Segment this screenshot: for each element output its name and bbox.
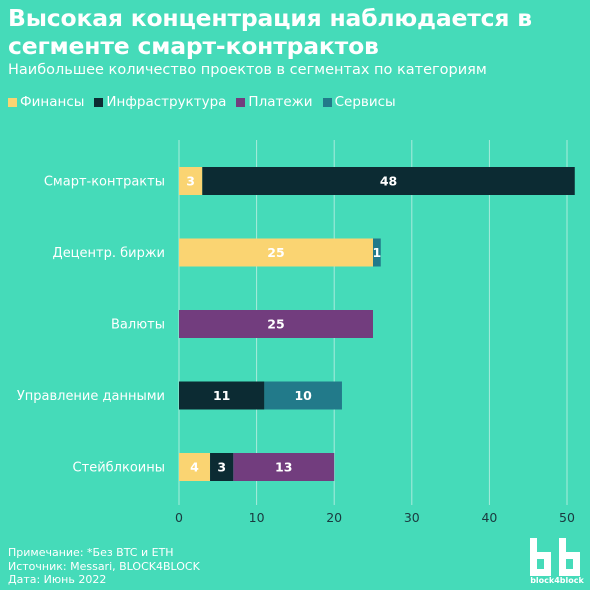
bar-segment	[179, 453, 211, 481]
x-tick-label: 40	[481, 510, 497, 525]
footer: Примечание: *Без BTC и ETH Источник: Mes…	[8, 546, 200, 587]
bar-segment	[210, 453, 234, 481]
legend-label-services: Сервисы	[334, 94, 396, 110]
legend-swatch-infrastructure	[94, 97, 104, 107]
category-label: Управление данными	[17, 389, 165, 404]
bar-segment	[373, 238, 381, 267]
legend-swatch-payments	[236, 97, 246, 107]
category-label: Валюты	[111, 318, 165, 333]
bar-value-label: 48	[380, 174, 397, 189]
bar-value-label: 11	[213, 388, 230, 403]
category-label: Стейблкоины	[73, 461, 165, 476]
x-tick-label: 30	[404, 510, 420, 525]
bar-segment	[179, 167, 203, 195]
bar-value-label: 3	[186, 174, 195, 189]
legend-swatch-finance	[8, 97, 17, 107]
bar-chart: 0 10 20 30 40 50 Смарт-контракты 3 48 Децентр. би…	[17, 140, 575, 525]
x-tick-label: 50	[559, 510, 575, 525]
legend-label-payments: Платежи	[248, 94, 313, 110]
category-label: Смарт-контракты	[44, 175, 165, 190]
bar-segment	[233, 453, 335, 481]
bar-value-label: 25	[267, 317, 284, 332]
x-tick-label: 0	[175, 510, 183, 525]
legend-item-payments: Платежи	[236, 94, 313, 110]
legend-item-finance: Финансы	[8, 94, 84, 110]
bar-segment	[179, 238, 373, 267]
bar-value-label: 1	[373, 245, 382, 260]
bar-value-label: 4	[190, 460, 199, 475]
legend-label-finance: Финансы	[20, 94, 85, 110]
bar-segment	[264, 381, 342, 410]
bar-value-label: 13	[275, 460, 292, 475]
footer-source: Источник: Messari, BLOCK4BLOCK	[8, 559, 200, 573]
legend-swatch-services	[322, 97, 332, 107]
x-tick-label: 10	[249, 510, 265, 525]
bar-value-label: 25	[267, 245, 284, 260]
footer-date: Дата: Июнь 2022	[8, 573, 107, 586]
bar-segment	[202, 167, 575, 195]
bar-value-label: 10	[294, 388, 312, 403]
chart-subtitle: Наибольшее количество проектов в сегмент…	[8, 62, 487, 78]
logo-text: block4block	[530, 576, 584, 585]
x-tick-label: 20	[326, 510, 342, 525]
legend-label-infrastructure: Инфраструктура	[106, 94, 227, 110]
bar-segment	[179, 310, 373, 338]
bar-value-label: 3	[217, 460, 226, 475]
block4block-logo-icon	[530, 538, 580, 576]
legend-item-infrastructure: Инфраструктура	[94, 94, 226, 110]
chart-title: Высокая концентрация наблюдается в сегме…	[8, 4, 532, 60]
footer-note: Примечание: *Без BTC и ETH	[8, 546, 174, 559]
category-label: Децентр. биржи	[53, 246, 165, 261]
bar-segment	[179, 381, 265, 410]
legend-item-services: Сервисы	[322, 94, 396, 110]
legend: Финансы Инфраструктура Платежи Сервисы	[8, 94, 396, 110]
